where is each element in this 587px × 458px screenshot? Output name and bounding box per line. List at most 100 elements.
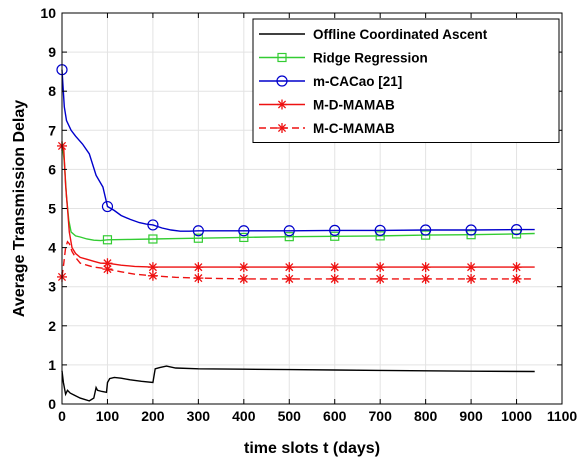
x-tick-label: 0 (58, 408, 66, 424)
series-5-marker-stroke (512, 274, 521, 283)
series-5-marker-stroke (239, 274, 248, 283)
series-4-marker (238, 262, 249, 273)
y-tick-label: 8 (48, 83, 56, 99)
x-axis-label: time slots t (days) (244, 440, 380, 457)
axis-ticks: 0 100 200 300 400 500 600 700 800 900 1000 1100 0 1 2 3… (40, 5, 577, 424)
legend: Offline Coordinated Ascent Ridge Regressi… (252, 18, 560, 143)
series-3-marker (465, 224, 477, 236)
series-5-marker-stroke (467, 274, 476, 283)
x-tick-label: 500 (278, 408, 302, 424)
x-tick-label: 1000 (501, 408, 532, 424)
y-tick-label: 7 (48, 122, 56, 138)
series-5-marker (284, 273, 295, 284)
series-5-marker (102, 264, 113, 275)
legend-swatch-marker (277, 99, 287, 110)
series-4-marker-stroke (421, 263, 430, 272)
legend-entry-label: M-D-MAMAB (313, 98, 395, 113)
series-3-marker (147, 219, 159, 231)
series-4-marker (511, 262, 522, 273)
series-5-marker-stroke (148, 271, 157, 280)
x-tick-label: 1100 (547, 408, 578, 424)
legend-swatch-marker-stroke (277, 123, 287, 133)
legend-swatch-marker (277, 52, 287, 63)
series-4-marker (147, 262, 158, 273)
series-4-marker-stroke (239, 263, 248, 272)
y-tick-label: 0 (48, 396, 56, 412)
series-5-marker (193, 273, 204, 284)
series-5-marker-stroke (376, 274, 385, 283)
series-4-marker (466, 262, 477, 273)
series-4-marker (329, 262, 340, 273)
series-5-marker (329, 273, 340, 284)
legend-entry-label: Ridge Regression (313, 51, 428, 66)
x-tick-label: 200 (141, 408, 165, 424)
series-5-marker (375, 273, 386, 284)
series-4-marker-stroke (194, 263, 203, 272)
series-layer (56, 64, 535, 402)
legend-entry-label: M-C-MAMAB (313, 121, 395, 136)
series-3-line (61, 69, 535, 232)
series-2-marker (102, 235, 113, 245)
series-5-marker-stroke (330, 274, 339, 283)
x-tick-label: 700 (369, 408, 393, 424)
y-tick-label: 2 (48, 318, 56, 334)
series-3-marker (283, 225, 295, 237)
legend-entry-label: m-CACao [21] (313, 74, 402, 89)
series-4-marker-stroke (330, 263, 339, 272)
series-2-marker (284, 232, 294, 242)
y-tick-label: 9 (48, 44, 56, 60)
series-5-line (61, 240, 535, 280)
legend-swatch-marker (277, 123, 287, 133)
x-tick-label: 900 (459, 408, 483, 424)
x-tick-label: 300 (187, 408, 211, 424)
y-tick-label: 5 (48, 201, 56, 217)
series-5-marker-stroke (421, 274, 430, 283)
series-5-marker-stroke (194, 274, 203, 283)
y-tick-label: 6 (48, 161, 56, 177)
series-5-marker (420, 273, 431, 284)
series-4-marker-stroke (148, 263, 157, 272)
series-5-marker (511, 273, 522, 284)
series-3-marker (329, 224, 341, 236)
series-2-marker (239, 232, 249, 243)
series-2-marker (330, 231, 340, 241)
series-3-marker (510, 224, 523, 236)
series-1-line (61, 365, 535, 402)
series-2-marker (193, 233, 203, 243)
series-4-marker (193, 262, 204, 273)
series-3-marker (238, 225, 250, 237)
series-4-marker-stroke (467, 263, 476, 272)
legend-entry-label: Offline Coordinated Ascent (313, 27, 488, 42)
series-5-marker (147, 270, 158, 281)
series-3-marker (420, 224, 432, 236)
series-2-marker (375, 231, 385, 241)
series-4-marker-stroke (376, 263, 385, 272)
series-4-marker-stroke (512, 263, 521, 272)
series-5-marker (238, 273, 249, 284)
series-2-marker (421, 230, 431, 240)
x-tick-label: 400 (232, 408, 256, 424)
series-3-marker (192, 225, 204, 237)
series-4-marker (375, 262, 386, 273)
y-tick-label: 10 (40, 5, 56, 21)
series-3-marker (101, 200, 114, 213)
y-tick-label: 3 (48, 279, 56, 295)
series-5-marker-stroke (103, 265, 112, 274)
legend-swatch-marker (276, 75, 288, 87)
series-5-marker (466, 273, 477, 284)
series-2-line (61, 141, 535, 242)
y-tick-label: 4 (48, 240, 56, 256)
x-tick-label: 100 (96, 408, 120, 424)
y-axis-label: Average Transmission Delay (11, 100, 28, 317)
series-4-marker (284, 262, 295, 273)
series-3-marker (374, 224, 386, 236)
series-4-marker-stroke (285, 263, 294, 272)
x-tick-label: 600 (323, 408, 347, 424)
series-4-marker (420, 262, 431, 273)
series-4-marker-stroke (103, 259, 112, 268)
y-tick-label: 1 (48, 357, 56, 373)
x-tick-label: 800 (414, 408, 438, 424)
legend-swatch-marker-stroke (277, 100, 287, 109)
series-5-marker-stroke (285, 274, 294, 283)
